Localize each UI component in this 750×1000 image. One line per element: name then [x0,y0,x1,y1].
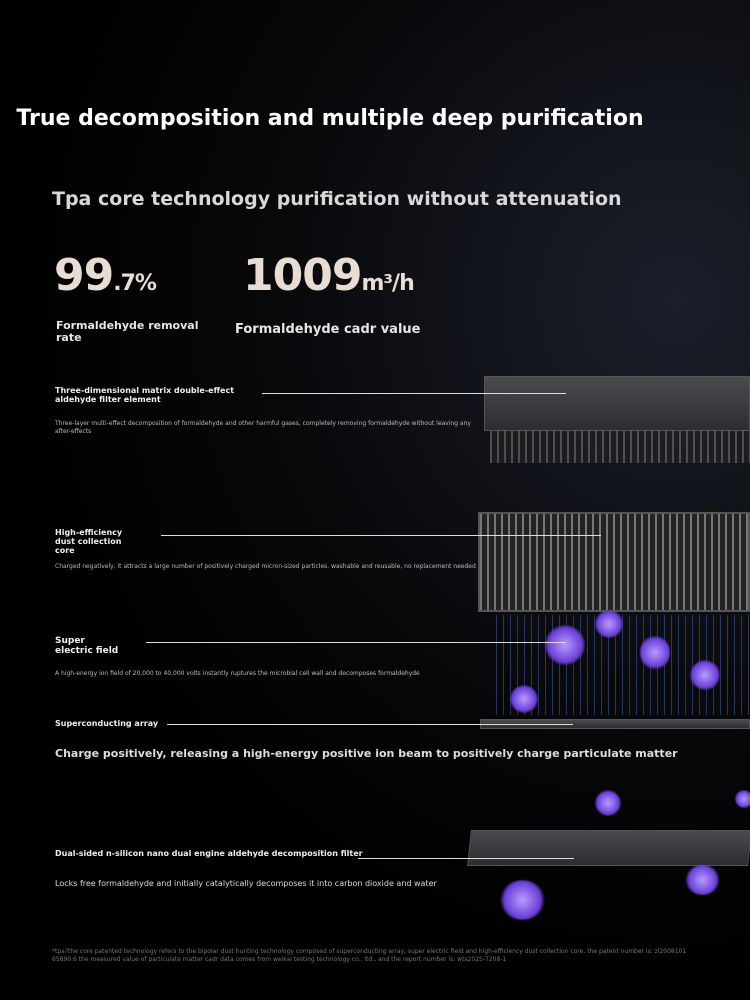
footnote: *tpa?the core patented technology refers… [52,948,687,963]
feature-desc: Charged negatively, it attracts a large … [55,563,476,570]
callout-line [358,858,574,859]
feature-heading: High-efficiency dust collection core [55,528,123,555]
page-subtitle: Tpa core technology purification without… [52,188,622,210]
stat-label: Formaldehyde removal rate [56,319,199,344]
particle [690,660,720,690]
feature-heading: Three-dimensional matrix double-effect a… [55,386,235,404]
nano-filter-graphic [467,830,750,866]
feature-desc: Three-layer multi-effect decomposition o… [55,420,471,435]
particle [545,625,585,665]
stat-value: 99 [54,250,114,301]
particle [595,790,621,816]
callout-line [146,642,566,643]
feature-heading: Superconducting array [55,719,159,728]
stat-unit: .7% [113,271,157,296]
stat-cadr: 1009m³/h [243,250,415,301]
particle [510,685,538,713]
feature-heading: Super electric field [55,636,119,656]
filter-fins-graphic [490,431,750,463]
feature-heading: Dual-sided n-silicon nano dual engine al… [55,849,363,858]
stat-removal-rate: 99.7% [54,250,157,301]
feature-desc: Charge positively, releasing a high-ener… [55,747,678,760]
callout-line [161,535,601,536]
stat-label: Formaldehyde cadr value [235,322,421,337]
stat-unit: m³/h [361,271,414,296]
page-title: True decomposition and multiple deep pur… [16,106,644,131]
aldehyde-filter-graphic [484,376,750,431]
particle [685,865,720,895]
particle [500,880,545,920]
particle [735,790,750,808]
callout-line [167,724,573,725]
callout-line [262,393,566,394]
stat-value: 1009 [243,250,362,301]
dust-collection-core-graphic [478,512,750,612]
particle [640,635,670,670]
feature-desc: Locks free formaldehyde and initially ca… [55,879,437,888]
feature-desc: A high-energy ion field of 20,000 to 40,… [55,670,420,677]
particle [595,610,623,638]
